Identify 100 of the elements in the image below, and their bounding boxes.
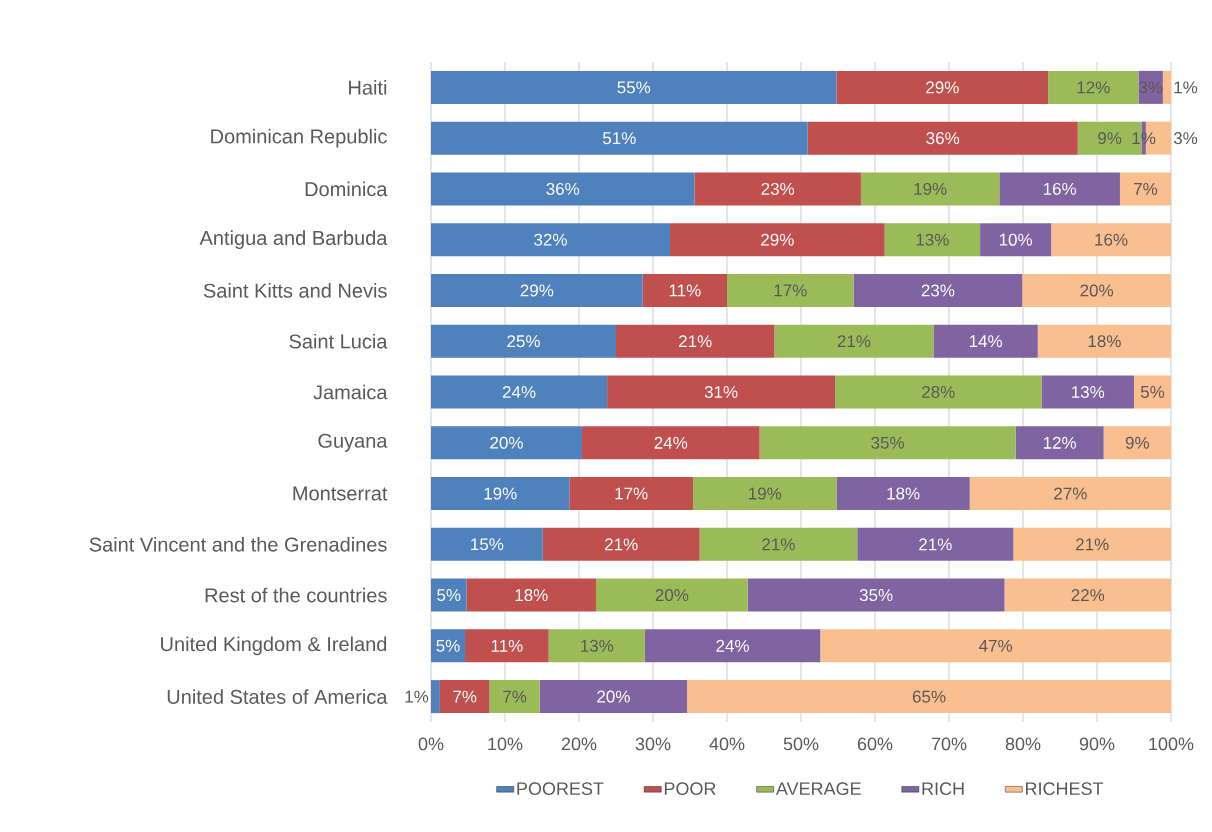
y-tick-label: Montserrat <box>293 486 388 501</box>
bar <box>774 324 934 358</box>
y-tick-label: Saint Lucia <box>289 333 388 349</box>
x-tick-label: 0% <box>418 737 444 751</box>
bar <box>836 477 970 511</box>
bar <box>1013 527 1171 561</box>
bar <box>1134 375 1171 409</box>
x-tick-label: 50% <box>783 737 819 751</box>
data-label: 7% <box>1134 182 1158 195</box>
bar <box>1015 426 1104 460</box>
bar <box>431 273 643 307</box>
bar <box>581 426 760 460</box>
x-tick-label: 20% <box>561 737 597 751</box>
bar <box>694 172 861 206</box>
data-label: 12% <box>1043 436 1077 449</box>
y-tick-label: Dominica <box>305 181 388 197</box>
bar <box>466 578 597 612</box>
data-label: 11% <box>491 639 523 652</box>
y-tick-label: Rest of the countries <box>205 587 387 603</box>
bar <box>853 273 1023 307</box>
data-label: 13% <box>916 233 949 246</box>
data-label: 23% <box>921 284 955 297</box>
data-label: 9% <box>1098 132 1122 145</box>
data-label: 18% <box>515 589 548 602</box>
data-label: 22% <box>1071 589 1105 602</box>
bar <box>431 223 671 257</box>
legend-label: AVERAGE <box>775 782 861 796</box>
bar <box>489 680 540 714</box>
legend-label: RICHEST <box>1026 782 1104 796</box>
data-label: 5% <box>437 589 461 602</box>
data-label: 19% <box>914 182 947 195</box>
bar <box>539 680 688 714</box>
data-label: 3% <box>1173 132 1198 145</box>
data-label: 5% <box>1140 386 1165 398</box>
x-tick-label: 40% <box>709 737 745 751</box>
bar <box>431 680 440 714</box>
bar <box>933 324 1038 358</box>
data-label: 21% <box>1076 538 1109 551</box>
data-label: 11% <box>669 284 701 297</box>
bar <box>857 527 1014 561</box>
data-label: 18% <box>887 487 920 500</box>
data-label: 29% <box>761 233 794 246</box>
data-label: 55% <box>617 81 651 94</box>
data-label: 19% <box>749 487 782 500</box>
data-label: 47% <box>979 639 1013 652</box>
y-tick-label: Jamaica <box>313 384 388 400</box>
legend-label: RICH <box>922 782 964 796</box>
data-label: 32% <box>534 233 567 246</box>
bar <box>836 70 1049 104</box>
data-label: 51% <box>603 132 636 145</box>
bar <box>807 121 1078 155</box>
y-tick-label: Dominican Republic <box>211 128 387 148</box>
data-label: 12% <box>1077 81 1110 94</box>
data-label: 7% <box>503 690 527 703</box>
x-tick-label: 80% <box>1005 737 1041 751</box>
data-label: 17% <box>615 487 648 500</box>
data-label: 18% <box>1088 335 1121 348</box>
bar <box>431 527 543 561</box>
bar <box>969 477 1171 511</box>
data-label: 20% <box>1080 284 1114 297</box>
bar <box>1051 223 1171 257</box>
y-tick-label: Saint Vincent and the Grenadines <box>89 536 387 552</box>
data-label: 24% <box>716 639 749 652</box>
bar <box>980 223 1052 257</box>
data-label: 13% <box>581 639 614 652</box>
data-label: 35% <box>859 589 893 602</box>
data-label: 15% <box>471 538 504 551</box>
y-tick-label: United States of America <box>167 689 388 704</box>
data-label: 14% <box>969 335 1003 348</box>
data-label: 7% <box>453 690 477 703</box>
data-label: 21% <box>762 538 795 551</box>
data-label: 29% <box>926 81 959 94</box>
bar <box>670 223 885 257</box>
data-label: 24% <box>502 386 536 398</box>
bar <box>431 324 617 358</box>
bar <box>596 578 748 612</box>
data-label: 21% <box>605 538 638 551</box>
data-label: 1% <box>405 690 429 703</box>
data-label: 29% <box>520 284 554 297</box>
bar <box>607 375 836 409</box>
data-label: 1% <box>1132 132 1156 145</box>
bar <box>759 426 1016 460</box>
bar <box>542 527 700 561</box>
data-label: 13% <box>1072 385 1105 399</box>
bar <box>431 172 695 206</box>
bar <box>465 629 549 663</box>
y-tick-label: Guyana <box>318 433 388 452</box>
bar <box>727 273 854 307</box>
x-tick-label: 90% <box>1079 737 1115 751</box>
bar <box>431 375 608 409</box>
data-label: 21% <box>679 335 712 348</box>
x-tick-label: 10% <box>488 737 523 751</box>
data-label: 19% <box>484 487 517 500</box>
bar <box>642 273 727 307</box>
data-label: 17% <box>774 284 807 297</box>
bar <box>431 477 570 511</box>
bar <box>1119 172 1171 206</box>
x-tick-label: 100% <box>1149 737 1194 751</box>
bar <box>820 629 1171 663</box>
bar <box>1022 273 1171 307</box>
